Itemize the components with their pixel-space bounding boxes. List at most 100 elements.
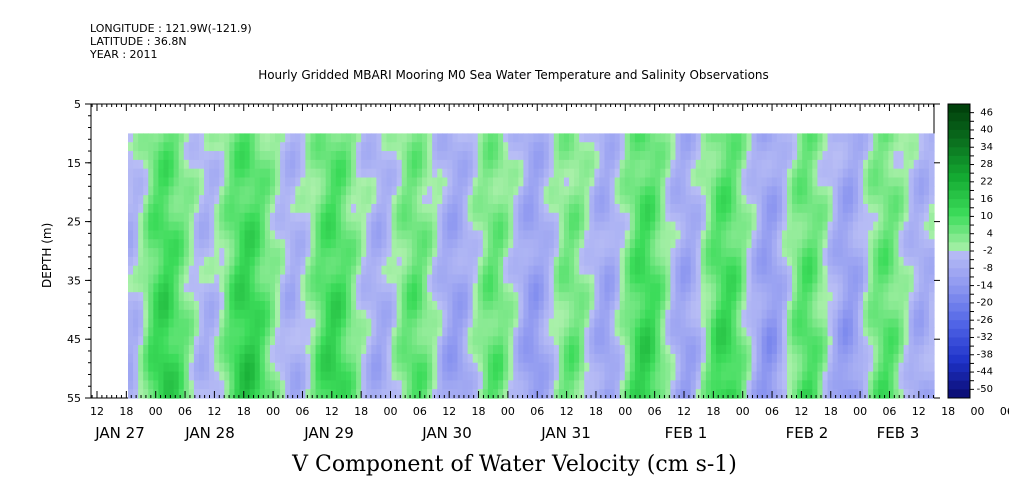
heatmap-cell [406, 265, 413, 276]
heatmap-cell [442, 159, 448, 170]
heatmap-cell [188, 168, 195, 179]
heatmap-cell [700, 380, 707, 390]
heatmap-cell [797, 336, 803, 346]
heatmap-cell [852, 274, 859, 284]
heatmap-cell [528, 283, 535, 293]
heatmap-cell [776, 371, 783, 381]
heatmap-cell [645, 142, 651, 152]
heatmap-cell [503, 168, 509, 179]
heatmap-cell [366, 292, 372, 302]
heatmap-cell [837, 345, 844, 355]
heatmap-cell [584, 265, 590, 276]
heatmap-cell [411, 265, 418, 276]
heatmap-cell [579, 353, 585, 364]
heatmap-cell [427, 362, 433, 373]
heatmap-cell [731, 212, 737, 223]
heatmap-cell [569, 256, 575, 267]
heatmap-cell [482, 203, 489, 214]
heatmap-cell [761, 389, 768, 399]
heatmap-cell [285, 239, 291, 249]
heatmap-cell [639, 265, 646, 276]
heatmap-cell [143, 292, 149, 302]
heatmap-cell [219, 230, 225, 240]
heatmap-cell [487, 168, 494, 179]
heatmap-cell [528, 133, 535, 143]
heatmap-cell [325, 256, 332, 267]
heatmap-cell [842, 230, 849, 240]
heatmap-cell [913, 168, 920, 179]
heatmap-cell [285, 265, 291, 276]
heatmap-cell [234, 292, 241, 302]
heatmap-cell [868, 133, 874, 143]
heatmap-cell [928, 186, 935, 196]
heatmap-cell [295, 309, 301, 320]
heatmap-cell [432, 168, 438, 179]
heatmap-cell [893, 345, 900, 355]
heatmap-cell [482, 177, 489, 187]
heatmap-cell [781, 177, 788, 187]
heatmap-cell [244, 133, 251, 143]
heatmap-cell [579, 177, 585, 187]
heatmap-cell [883, 186, 889, 196]
heatmap-cell [761, 142, 768, 152]
heatmap-cell [695, 203, 702, 214]
heatmap-cell [802, 133, 808, 143]
heatmap-cell [827, 221, 834, 232]
heatmap-cell [437, 256, 443, 267]
heatmap-cell [442, 177, 448, 187]
heatmap-cell [533, 389, 540, 399]
heatmap-cell [477, 283, 484, 293]
heatmap-cell [574, 283, 580, 293]
heatmap-cell [386, 292, 393, 302]
heatmap-cell [224, 195, 230, 205]
heatmap-cell [518, 309, 524, 320]
heatmap-cell [492, 142, 499, 152]
heatmap-cell [467, 353, 474, 364]
heatmap-cell [670, 362, 677, 373]
heatmap-cell [898, 265, 905, 276]
heatmap-cell [533, 133, 540, 143]
heatmap-cell [487, 327, 494, 337]
heatmap-cell [406, 389, 413, 399]
heatmap-cell [766, 221, 773, 232]
heatmap-cell [345, 133, 352, 143]
heatmap-cell [204, 362, 210, 373]
heatmap-cell [660, 239, 666, 249]
heatmap-cell [482, 248, 489, 258]
heatmap-cell [913, 345, 920, 355]
heatmap-cell [533, 327, 540, 337]
heatmap-cell [229, 362, 236, 373]
heatmap-cell [589, 212, 595, 223]
heatmap-cell [802, 371, 808, 381]
heatmap-cell [569, 265, 575, 276]
heatmap-cell [721, 248, 727, 258]
heatmap-cell [275, 159, 281, 170]
heatmap-cell [873, 265, 879, 276]
heatmap-cell [822, 230, 829, 240]
heatmap-cell [868, 362, 874, 373]
heatmap-cell [599, 274, 606, 284]
heatmap-cell [158, 142, 165, 152]
heatmap-cell [340, 142, 347, 152]
heatmap-cell [665, 195, 671, 205]
heatmap-cell [158, 292, 165, 302]
heatmap-cell [842, 265, 849, 276]
heatmap-cell [792, 345, 798, 355]
heatmap-cell [797, 380, 803, 390]
heatmap-cell [477, 142, 484, 152]
heatmap-cell [878, 274, 884, 284]
heatmap-cell [797, 292, 803, 302]
heatmap-cell [913, 274, 920, 284]
heatmap-cell [842, 300, 849, 311]
heatmap-cell [797, 300, 803, 311]
heatmap-cell [812, 362, 819, 373]
heatmap-cell [133, 142, 139, 152]
heatmap-cell [254, 274, 261, 284]
heatmap-cell [665, 159, 671, 170]
heatmap-cell [908, 256, 915, 267]
heatmap-cell [508, 203, 514, 214]
heatmap-cell [863, 133, 869, 143]
heatmap-cell [406, 168, 413, 179]
heatmap-cell [513, 274, 519, 284]
heatmap-cell [138, 221, 144, 232]
